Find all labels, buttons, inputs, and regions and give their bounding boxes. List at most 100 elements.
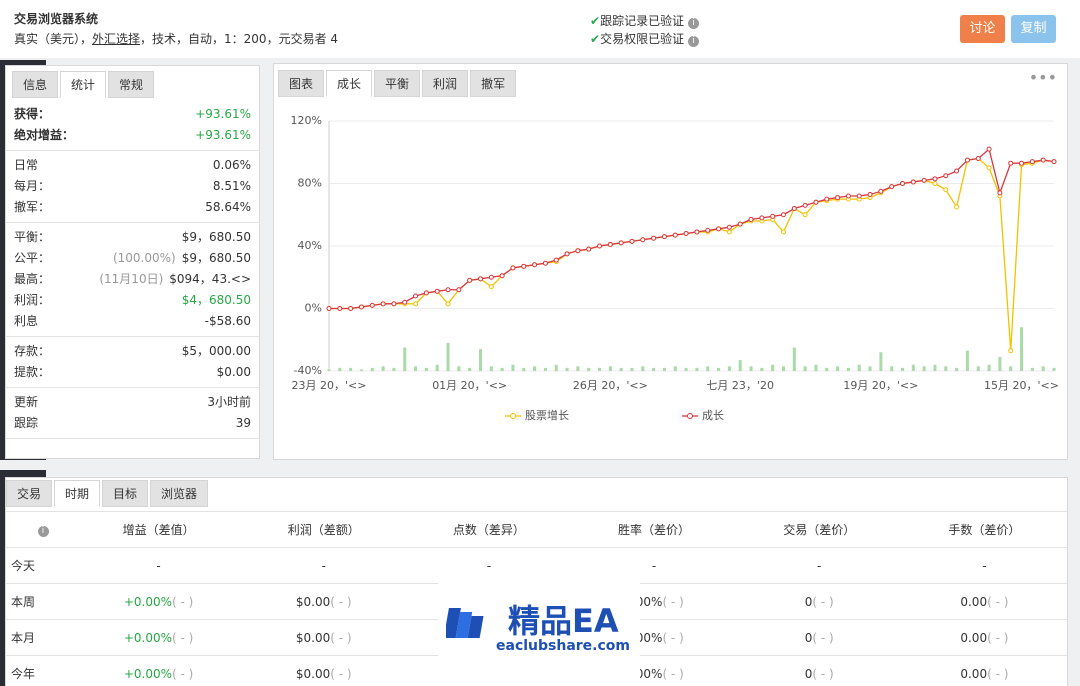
volume-bar	[446, 342, 450, 371]
cell-value: 0	[804, 630, 813, 645]
point	[943, 187, 949, 193]
cell-diff: ( - )	[662, 630, 684, 645]
point	[445, 301, 451, 307]
point	[391, 301, 397, 307]
volume-bar	[814, 364, 818, 371]
point	[932, 181, 938, 186]
cell-value: +0.00%	[123, 594, 172, 609]
stat-group: 存款： $5，000.00 提款： $0.00	[6, 337, 259, 388]
point	[467, 277, 473, 283]
stat-row: 撤军： 58.64%	[6, 197, 259, 218]
point	[358, 304, 364, 310]
watermark: 精品EA eaclubshare.com	[438, 582, 640, 686]
point	[607, 241, 613, 247]
stat-label: 利息	[14, 314, 39, 328]
point	[564, 251, 570, 257]
point	[726, 224, 732, 230]
cell-diff: ( - )	[987, 594, 1009, 609]
volume-bar	[1052, 367, 1056, 371]
tab[interactable]: 信息	[12, 71, 59, 98]
point	[1019, 160, 1025, 166]
tab[interactable]: 利润	[422, 70, 469, 97]
subtitle: 真实（美元），外汇选择，技术，自动，1：200，元交易者 4	[14, 30, 338, 47]
point	[629, 238, 635, 244]
volume-bar	[608, 366, 612, 371]
stat-group: 平衡： $9，680.50 公平： (100.00%) $9，680.50 最高： (11月…	[6, 223, 259, 337]
menu-icon[interactable]: •••	[1028, 68, 1057, 87]
point	[413, 293, 419, 299]
volume-bar	[500, 367, 504, 371]
volume-bar	[901, 367, 905, 371]
x-tick-label: 26月 20，'<>	[573, 379, 648, 392]
cell-diff: ( - )	[812, 630, 834, 645]
volume-bar	[641, 366, 645, 371]
row-label: 本周	[6, 583, 76, 620]
tab[interactable]: 交易	[6, 480, 53, 507]
stat-value: 8.51%	[212, 179, 251, 193]
stat-note: (100.00%)	[112, 251, 176, 265]
volume-bar	[879, 352, 883, 371]
verified-badge: ✔跟踪记录已验证 i	[590, 12, 700, 29]
stat-label: 平衡：	[14, 230, 51, 244]
stat-row: 平衡： $9，680.50	[6, 227, 259, 248]
point	[575, 248, 581, 254]
cell-diff: ( - )	[172, 666, 194, 681]
volume-bar	[576, 366, 580, 371]
volume-bar	[771, 364, 775, 371]
point	[954, 168, 960, 174]
legend-marker	[687, 413, 693, 419]
stat-label: 跟踪	[14, 416, 39, 430]
stat-group: 获得： +93.61% 绝对增益： +93.61%	[6, 100, 259, 151]
discuss-button[interactable]: 讨论	[960, 15, 1005, 43]
table-cell: 0.00( - )	[901, 655, 1067, 686]
table-cell: $0.00( - )	[241, 583, 407, 620]
point	[477, 276, 483, 282]
cell-value: +0.00%	[123, 666, 172, 681]
stat-label: 获得：	[14, 107, 51, 121]
table-cell: 0.00( - )	[901, 619, 1067, 656]
broker-link[interactable]: 外汇选择	[92, 32, 141, 46]
tab[interactable]: 平衡	[374, 70, 421, 97]
stat-row: 跟踪 39	[6, 413, 259, 434]
point	[802, 212, 808, 218]
point	[542, 260, 548, 266]
point	[488, 274, 494, 280]
point	[737, 221, 743, 227]
point	[824, 196, 830, 202]
volume-bar	[565, 367, 569, 371]
stat-label: 每月：	[14, 179, 51, 193]
copy-button[interactable]: 复制	[1011, 15, 1056, 43]
volume-bar	[468, 367, 472, 371]
tab[interactable]: 撤军	[470, 70, 517, 97]
cell-diff: ( - )	[172, 630, 194, 645]
tab[interactable]: 统计	[60, 71, 107, 98]
point	[986, 165, 992, 171]
table-cell: +0.00%( - )	[76, 583, 242, 620]
tab[interactable]: 常规	[108, 71, 155, 98]
tab[interactable]: 浏览器	[150, 480, 209, 507]
cell-value: -	[982, 558, 987, 573]
tab[interactable]: 目标	[102, 480, 149, 507]
table-cell: -	[571, 547, 737, 584]
point	[672, 232, 678, 238]
tab[interactable]: 成长	[326, 70, 373, 97]
point	[716, 226, 722, 232]
volume-bar	[424, 367, 428, 371]
point	[900, 181, 906, 186]
point	[997, 190, 1003, 196]
volume-bar	[781, 366, 785, 371]
volume-bar	[717, 367, 721, 371]
account-type: 真实（美元），	[14, 32, 93, 46]
row-label: 今天	[6, 547, 76, 584]
x-tick-label: 七月 23，'20	[706, 379, 774, 392]
point	[748, 216, 754, 222]
stat-row: 每月： 8.51%	[6, 176, 259, 197]
volume-bar	[792, 347, 796, 371]
tab[interactable]: 图表	[278, 70, 325, 97]
volume-bar	[478, 349, 482, 371]
table-cell: 0( - )	[736, 583, 902, 620]
volume-bar	[695, 367, 699, 371]
volume-bar	[868, 366, 872, 371]
tab[interactable]: 时期	[54, 480, 101, 507]
tabs: 信息 统计 常规	[12, 71, 156, 98]
